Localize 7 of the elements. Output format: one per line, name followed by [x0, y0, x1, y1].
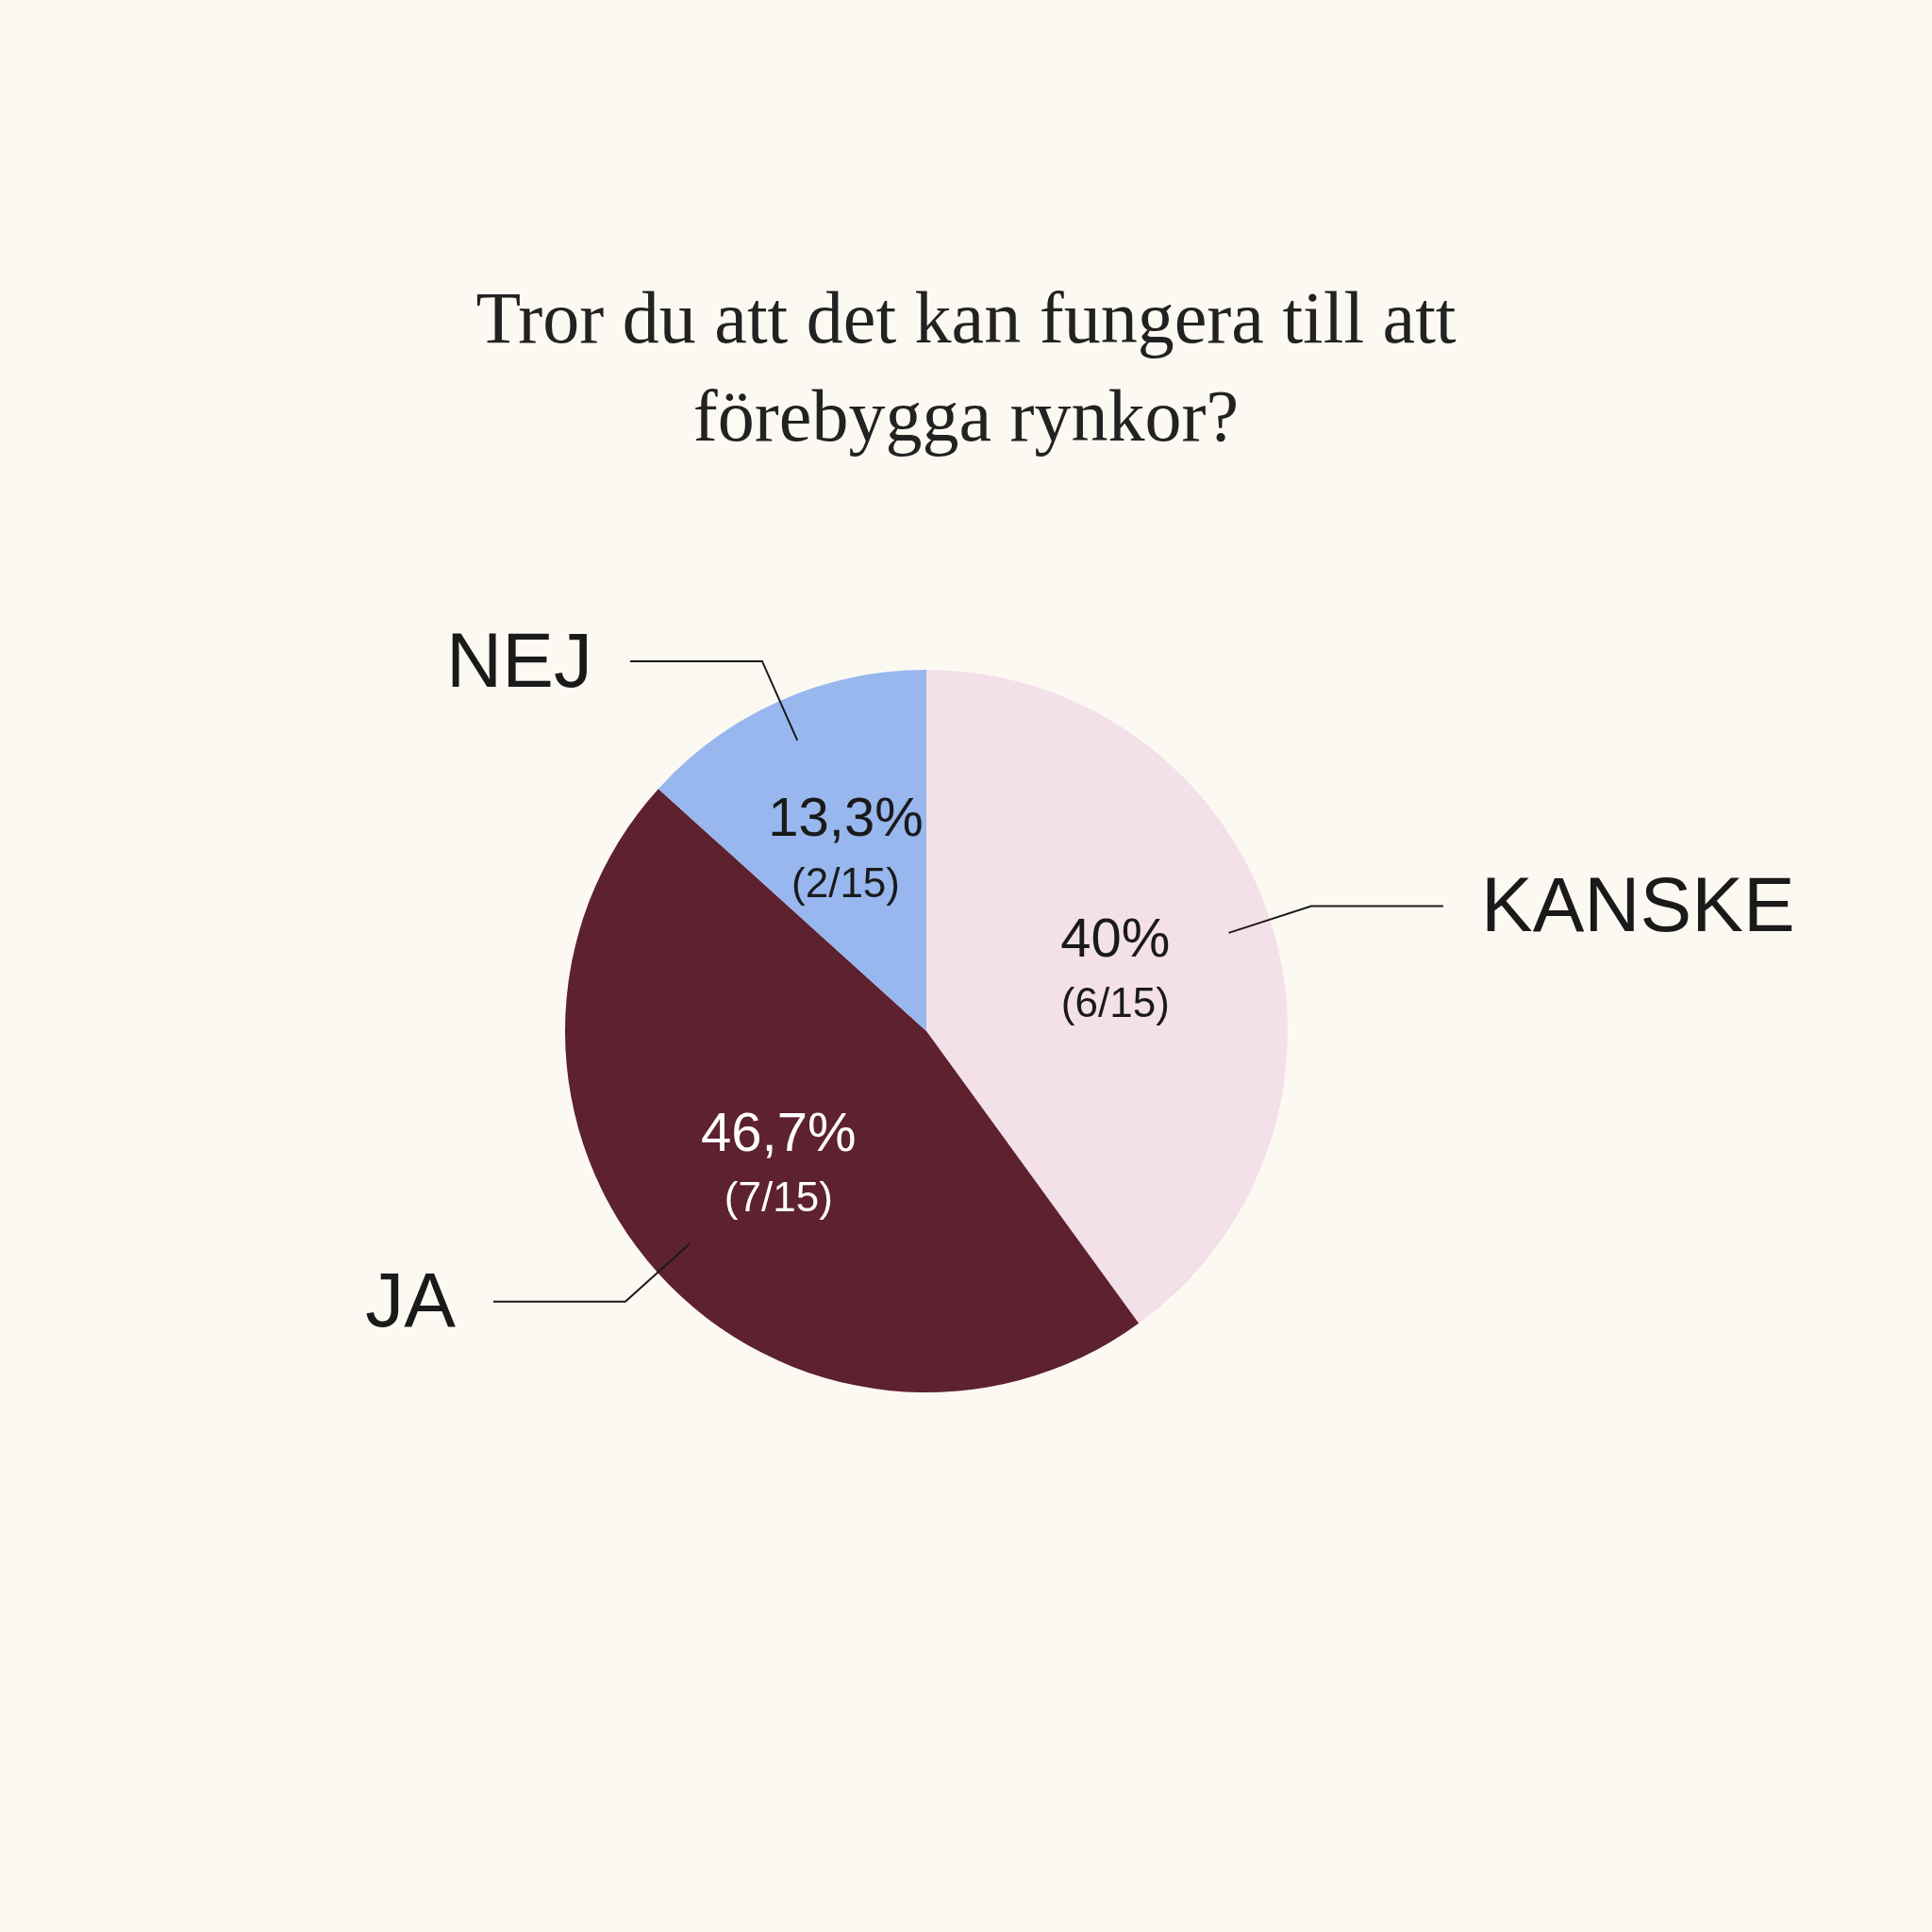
- data-label: 13,3% (2/15): [768, 786, 924, 906]
- data-label: 46,7% (7/15): [701, 1100, 857, 1220]
- slice-label: NEJ: [446, 616, 592, 703]
- slice-label: KANSKE: [1480, 861, 1795, 948]
- data-label: 40% (6/15): [1060, 906, 1171, 1026]
- slice-label: JA: [365, 1257, 457, 1343]
- chart-title: Tror du att det kan fungera till att förebygga rynkor?: [475, 275, 1457, 458]
